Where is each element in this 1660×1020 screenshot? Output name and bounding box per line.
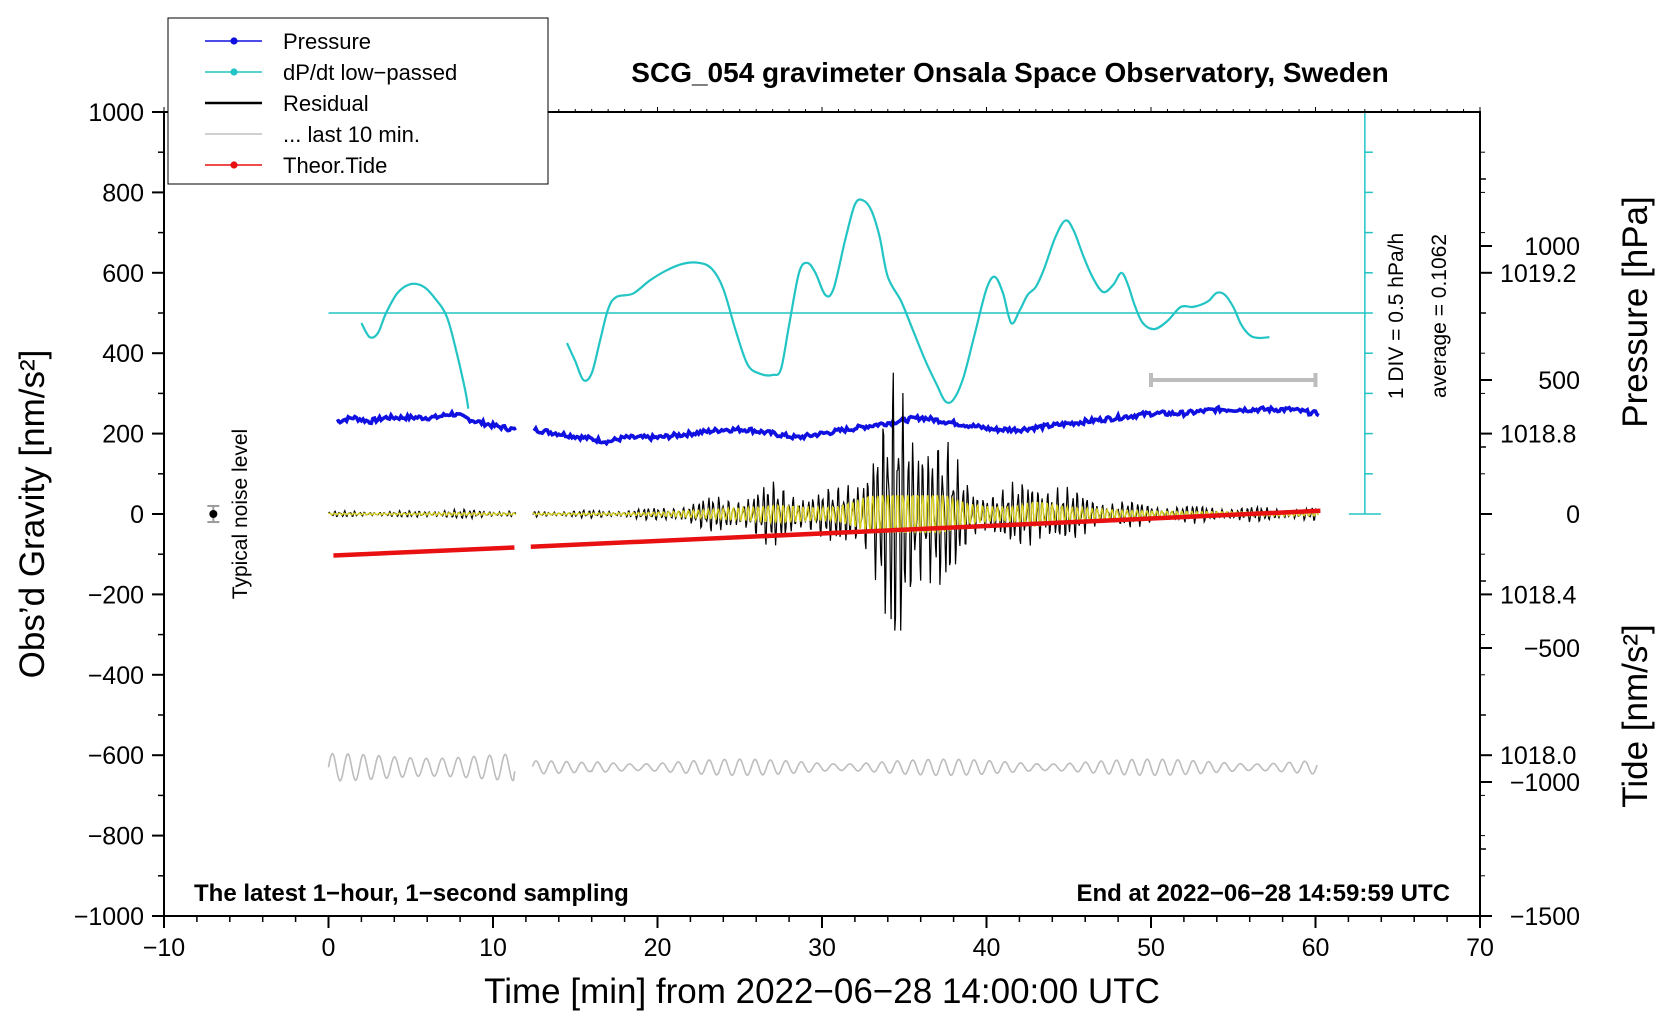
pressure-tick-label: 1018.4 [1500, 581, 1577, 609]
dpdt-series-segment-2 [565, 198, 1270, 405]
legend-marker-2 [230, 68, 238, 76]
annotation-end-time: End at 2022−06−28 14:59:59 UTC [1076, 880, 1450, 907]
tide-series-segment-1 [333, 545, 515, 558]
x-tick-label: 40 [973, 934, 1001, 962]
tide-tick-label: 0 [1566, 501, 1580, 529]
dpdt-series-segment-1 [360, 282, 470, 409]
annotation-sampling: The latest 1−hour, 1−second sampling [194, 880, 629, 907]
legend-marker-1 [230, 37, 238, 45]
y-tick-label: −600 [88, 742, 144, 770]
pressure-series [335, 404, 1320, 447]
y-tick-label: 1000 [88, 99, 144, 127]
pressure-tick-label: 1018.8 [1500, 421, 1576, 449]
tide-tick-label: 1000 [1524, 233, 1580, 261]
tide-tick-label: −1000 [1510, 769, 1580, 797]
y-tick-label: −400 [88, 662, 144, 690]
y-tick-label: −1000 [74, 903, 144, 931]
y-tick-label: 400 [102, 340, 144, 368]
legend-label-5: Theor.Tide [283, 153, 387, 178]
residual-filtered-series [328, 494, 1319, 535]
pressure-tick-label: 1018.0 [1500, 742, 1576, 770]
x-axis-label: Time [min] from 2022−06−28 14:00:00 UTC [484, 972, 1160, 1011]
dpdt-scale-avg-label: average = 0.1062 [1428, 234, 1451, 398]
y-tick-label: 600 [102, 260, 144, 288]
y-tick-label: −200 [88, 581, 144, 609]
x-tick-label: 10 [479, 934, 507, 962]
tide-tick-label: 500 [1538, 367, 1580, 395]
y-axis-label-tide: Tide [nm/s²] [1616, 624, 1655, 807]
y-axis-label-pressure: Pressure [hPa] [1616, 196, 1655, 428]
legend-label-1: Pressure [283, 29, 371, 54]
y-tick-label: 200 [102, 421, 144, 449]
x-tick-label: 50 [1137, 934, 1165, 962]
noise-level-label: Typical noise level [229, 429, 252, 599]
x-tick-label: 0 [322, 934, 336, 962]
legend: Pressure dP/dt low−passed Residual ... last… [167, 17, 549, 185]
tide-tick-label: −1500 [1510, 903, 1580, 931]
x-tick-label: 60 [1302, 934, 1330, 962]
x-tick-label: 20 [644, 934, 672, 962]
dpdt-scale-div-label: 1 DIV = 0.5 hPa/h [1385, 233, 1408, 399]
x-tick-label: 70 [1466, 934, 1494, 962]
y-tick-label: 0 [130, 501, 144, 529]
ticks-layer: −10 0 10 20 30 40 50 60 70 1000 800 600 400 200 0 −200 −… [74, 99, 1580, 962]
last-10-min-series [327, 752, 1318, 782]
pressure-tick-label: 1019.2 [1500, 260, 1576, 288]
series-layer [207, 111, 1381, 782]
y-axis-label-left: Obs’d Gravity [nm/s²] [13, 350, 52, 679]
legend-label-2: dP/dt low−passed [283, 60, 457, 85]
x-tick-label: −10 [143, 934, 185, 962]
y-tick-label: 800 [102, 179, 144, 207]
legend-label-4: ... last 10 min. [283, 122, 420, 147]
noise-level-marker [209, 510, 218, 518]
legend-label-3: Residual [283, 91, 369, 116]
legend-marker-5 [230, 161, 238, 169]
tide-tick-label: −500 [1524, 635, 1580, 663]
y-tick-label: −800 [88, 823, 144, 851]
chart-title: SCG_054 gravimeter Onsala Space Observat… [631, 57, 1388, 88]
tide-series-segment-2 [530, 508, 1321, 549]
legend-box [167, 17, 549, 185]
x-tick-label: 30 [808, 934, 836, 962]
